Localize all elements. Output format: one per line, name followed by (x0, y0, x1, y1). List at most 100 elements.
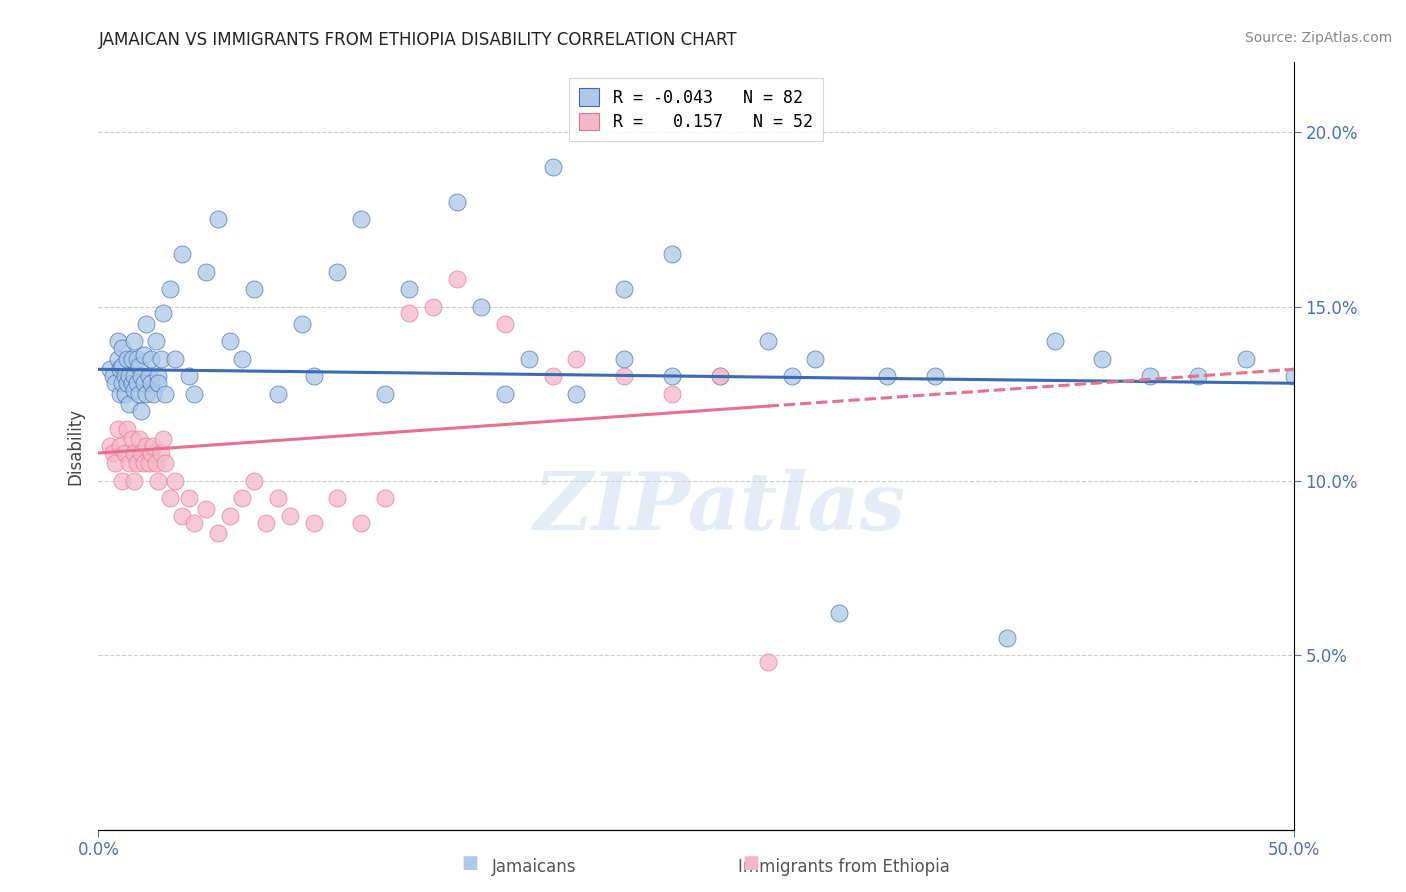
Point (124, 446, 146, 460)
Point (243, 474, 266, 488)
Point (128, 432, 150, 446)
Point (104, 376, 127, 391)
Point (135, 386, 157, 401)
Point (1139, 369, 1161, 384)
Point (124, 369, 146, 384)
Point (326, 265, 349, 279)
Point (470, 300, 492, 314)
Point (121, 432, 143, 446)
Point (565, 351, 588, 366)
Point (1234, 351, 1257, 366)
Point (995, 631, 1018, 645)
Point (115, 376, 138, 391)
Point (231, 351, 253, 366)
Point (494, 317, 516, 331)
Point (135, 317, 157, 331)
Text: Immigrants from Ethiopia: Immigrants from Ethiopia (738, 858, 949, 876)
Point (145, 334, 167, 349)
Point (207, 526, 229, 541)
Point (195, 265, 218, 279)
Point (125, 457, 148, 471)
Point (107, 351, 129, 366)
Point (148, 474, 170, 488)
Point (111, 474, 134, 488)
Point (350, 516, 373, 530)
Point (219, 508, 242, 523)
Point (155, 386, 177, 401)
Point (111, 376, 134, 391)
Point (118, 457, 141, 471)
Point (114, 446, 136, 460)
Point (661, 369, 683, 384)
Point (661, 247, 683, 261)
Point (111, 342, 134, 356)
Point (243, 282, 266, 296)
Point (139, 446, 162, 460)
Point (101, 446, 124, 460)
Point (302, 516, 325, 530)
Point (195, 501, 218, 516)
Point (125, 376, 148, 391)
Point (118, 397, 141, 411)
Text: JAMAICAN VS IMMIGRANTS FROM ETHIOPIA DISABILITY CORRELATION CHART: JAMAICAN VS IMMIGRANTS FROM ETHIOPIA DIS… (98, 31, 737, 49)
Point (115, 421, 138, 435)
Point (138, 369, 160, 384)
Point (179, 369, 201, 384)
Point (517, 351, 540, 366)
Point (422, 300, 444, 314)
Point (1282, 369, 1305, 384)
Y-axis label: Disability: Disability (66, 408, 84, 484)
Point (159, 282, 181, 296)
Point (828, 607, 851, 621)
Point (114, 386, 136, 401)
Point (139, 351, 162, 366)
Point (121, 376, 143, 391)
Point (179, 491, 201, 506)
Point (107, 334, 129, 349)
Point (219, 334, 242, 349)
Point (163, 351, 186, 366)
Point (131, 404, 153, 418)
Point (155, 457, 177, 471)
Point (804, 351, 827, 366)
Point (131, 446, 153, 460)
Point (780, 369, 803, 384)
Point (756, 655, 779, 669)
Point (565, 386, 588, 401)
Point (108, 362, 131, 376)
Text: Source: ZipAtlas.com: Source: ZipAtlas.com (1244, 31, 1392, 45)
Point (207, 212, 229, 227)
Point (374, 386, 396, 401)
Point (142, 386, 165, 401)
Point (124, 474, 146, 488)
Point (125, 351, 148, 366)
Point (254, 516, 277, 530)
Point (121, 351, 143, 366)
Point (101, 369, 124, 384)
Point (107, 421, 129, 435)
Point (111, 359, 134, 373)
Point (98, 439, 122, 453)
Point (131, 369, 153, 384)
Point (149, 351, 172, 366)
Point (1187, 369, 1209, 384)
Point (398, 282, 420, 296)
Point (145, 457, 167, 471)
Point (138, 457, 160, 471)
Point (541, 160, 564, 174)
Point (163, 474, 186, 488)
Point (149, 446, 172, 460)
Text: ■: ■ (742, 855, 759, 872)
Point (139, 376, 162, 391)
Point (876, 369, 898, 384)
Point (302, 369, 325, 384)
Point (132, 457, 155, 471)
Point (128, 386, 150, 401)
Point (446, 271, 468, 285)
Point (291, 317, 314, 331)
Point (148, 376, 170, 391)
Point (142, 439, 165, 453)
Point (115, 351, 138, 366)
Point (613, 351, 636, 366)
Point (1043, 334, 1066, 349)
